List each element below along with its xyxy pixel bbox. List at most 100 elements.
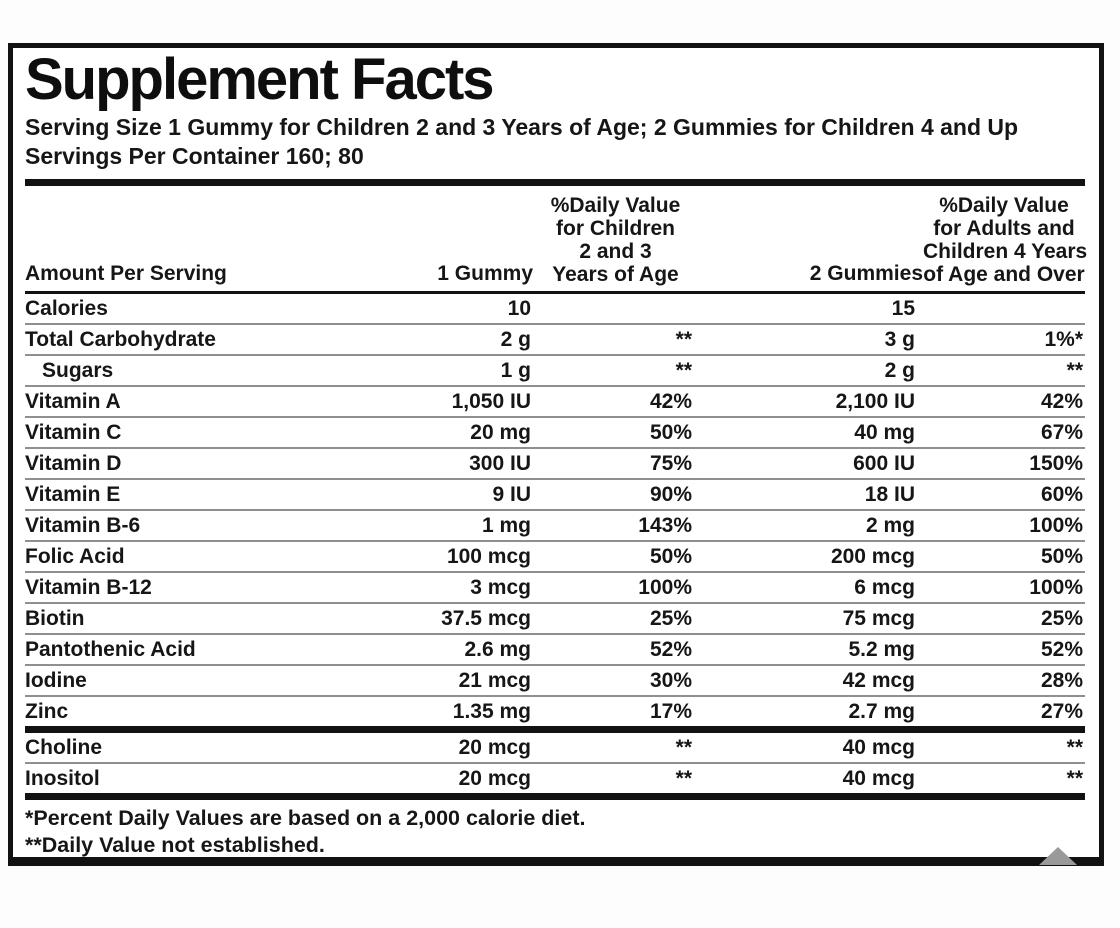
amount-1-gummy: 2 g — [403, 323, 533, 356]
table-row: Total Carbohydrate 2 g ** 3 g 1%* — [25, 323, 1085, 356]
table-row: Calories 10 15 — [25, 293, 1085, 325]
daily-value-children: ** — [533, 726, 698, 764]
nutrient-name: Vitamin B-12 — [25, 571, 403, 604]
daily-value-adults: ** — [923, 762, 1085, 794]
nutrient-name: Vitamin E — [25, 478, 403, 511]
footnote-percent-dv: *Percent Daily Values are based on a 2,0… — [25, 806, 586, 831]
daily-value-adults: 52% — [923, 633, 1085, 666]
daily-value-adults: 50% — [923, 540, 1085, 573]
supplement-facts-panel: Supplement Facts Serving Size 1 Gummy fo… — [8, 43, 1104, 866]
nutrient-name: Pantothenic Acid — [25, 633, 403, 666]
daily-value-adults: ** — [923, 354, 1085, 387]
daily-value-adults: 1%* — [923, 323, 1085, 356]
daily-value-children: 75% — [533, 447, 698, 480]
amount-1-gummy: 20 mg — [403, 416, 533, 449]
amount-1-gummy: 100 mcg — [403, 540, 533, 573]
table-row: Vitamin B-12 3 mcg 100% 6 mcg 100% — [25, 571, 1085, 604]
dv-adults-line: of Age and Over — [923, 263, 1085, 287]
amount-1-gummy: 10 — [507, 297, 531, 321]
dv-children-line: for Children — [556, 217, 675, 241]
daily-value-children: 50% — [533, 416, 698, 449]
amount-2-gummies: 2 g — [698, 354, 923, 387]
amount-1-gummy: 2.6 mg — [403, 633, 533, 666]
nutrient-name: Zinc — [25, 695, 403, 730]
daily-value-children: 90% — [533, 478, 698, 511]
amount-1-gummy: 3 mcg — [403, 571, 533, 604]
header-row: Amount Per Serving 1 Gummy %Daily Value … — [25, 186, 1088, 295]
daily-value-children: 100% — [533, 571, 698, 604]
amount-2-gummies: 75 mcg — [698, 602, 923, 635]
amount-2-gummies: 2.7 mg — [698, 695, 923, 730]
daily-value-children: 52% — [533, 633, 698, 666]
nutrient-name: Choline — [25, 726, 403, 764]
nutrient-name: Iodine — [25, 664, 403, 697]
daily-value-adults: ** — [923, 726, 1085, 764]
nutrient-name: Vitamin A — [25, 385, 403, 418]
facts-table-header: Amount Per Serving 1 Gummy %Daily Value … — [25, 186, 1088, 295]
nutrient-name: Sugars — [25, 354, 403, 387]
amount-2-gummies: 15 — [891, 297, 915, 321]
col-header-dv-children: %Daily Value for Children 2 and 3 Years … — [533, 186, 698, 295]
nutrient-name: Vitamin D — [25, 447, 403, 480]
daily-value-children: 50% — [533, 540, 698, 573]
dv-children-line: %Daily Value — [550, 194, 681, 218]
table-row: Vitamin E 9 IU 90% 18 IU 60% — [25, 478, 1085, 511]
table-row: Folic Acid 100 mcg 50% 200 mcg 50% — [25, 540, 1085, 573]
footnotes: *Percent Daily Values are based on a 2,0… — [25, 805, 1085, 859]
nutrient-name: Inositol — [25, 762, 403, 794]
amount-2-gummies: 6 mcg — [698, 571, 923, 604]
triangle-artifact — [1039, 847, 1077, 865]
table-row: Iodine 21 mcg 30% 42 mcg 28% — [25, 664, 1085, 697]
amount-1-gummy: 37.5 mcg — [403, 602, 533, 635]
amount-2-gummies: 42 mcg — [698, 664, 923, 697]
nutrient-name: Folic Acid — [25, 540, 403, 573]
nutrient-name: Total Carbohydrate — [25, 323, 403, 356]
dv-adults-line: Children 4 Years — [923, 240, 1088, 264]
daily-value-adults: 100% — [923, 571, 1085, 604]
daily-value-children: 143% — [533, 509, 698, 542]
daily-value-adults: 150% — [923, 447, 1085, 480]
nutrient-name: Biotin — [25, 602, 403, 635]
table-row: Vitamin B-6 1 mg 143% 2 mg 100% — [25, 509, 1085, 542]
daily-value-adults: 100% — [923, 509, 1085, 542]
nutrient-name: Vitamin B-6 — [25, 509, 403, 542]
daily-value-children: ** — [533, 354, 698, 387]
amount-1-gummy: 9 IU — [403, 478, 533, 511]
amount-1-gummy: 1 mg — [403, 509, 533, 542]
table-row: Zinc 1.35 mg 17% 2.7 mg 27% — [25, 695, 1085, 730]
dv-adults-line: for Adults and — [933, 217, 1075, 241]
amount-1-gummy: 1 g — [403, 354, 533, 387]
amount-1-gummy: 300 IU — [403, 447, 533, 480]
daily-value-adults: 25% — [923, 602, 1085, 635]
amount-2-gummies: 2 mg — [698, 509, 923, 542]
dv-children-line: 2 and 3 — [579, 240, 652, 264]
daily-value-adults — [923, 293, 1085, 325]
daily-value-children: 30% — [533, 664, 698, 697]
amount-2-gummies: 40 mcg — [698, 726, 923, 764]
table-row: Choline 20 mcg ** 40 mcg ** — [25, 726, 1085, 764]
amount-2-gummies: 3 g — [698, 323, 923, 356]
col-header-dv-adults: %Daily Value for Adults and Children 4 Y… — [923, 186, 1088, 295]
daily-value-children: 17% — [533, 695, 698, 730]
divider-thick-top — [25, 179, 1085, 187]
daily-value-children: 25% — [533, 602, 698, 635]
amount-2-gummies: 2,100 IU — [698, 385, 923, 418]
footnote-dv-not-established: **Daily Value not established. — [25, 833, 325, 858]
daily-value-children: ** — [533, 323, 698, 356]
table-row: Pantothenic Acid 2.6 mg 52% 5.2 mg 52% — [25, 633, 1085, 666]
amount-2-gummies: 40 mcg — [698, 762, 923, 794]
table-row: Biotin 37.5 mcg 25% 75 mcg 25% — [25, 602, 1085, 635]
daily-value-adults: 28% — [923, 664, 1085, 697]
amount-2-gummies: 18 IU — [698, 478, 923, 511]
nutrient-name: Vitamin C — [25, 416, 403, 449]
daily-value-adults: 60% — [923, 478, 1085, 511]
amount-2-gummies: 5.2 mg — [698, 633, 923, 666]
daily-value-adults: 42% — [923, 385, 1085, 418]
serving-info: Serving Size 1 Gummy for Children 2 and … — [25, 113, 1085, 170]
daily-value-adults: 27% — [923, 695, 1085, 730]
dv-children-line: Years of Age — [552, 263, 679, 287]
dv-adults-line: %Daily Value — [939, 194, 1069, 218]
serving-size-text: Serving Size 1 Gummy for Children 2 and … — [25, 114, 1019, 141]
table-row: Vitamin D 300 IU 75% 600 IU 150% — [25, 447, 1085, 480]
amount-1-gummy: 1,050 IU — [403, 385, 533, 418]
